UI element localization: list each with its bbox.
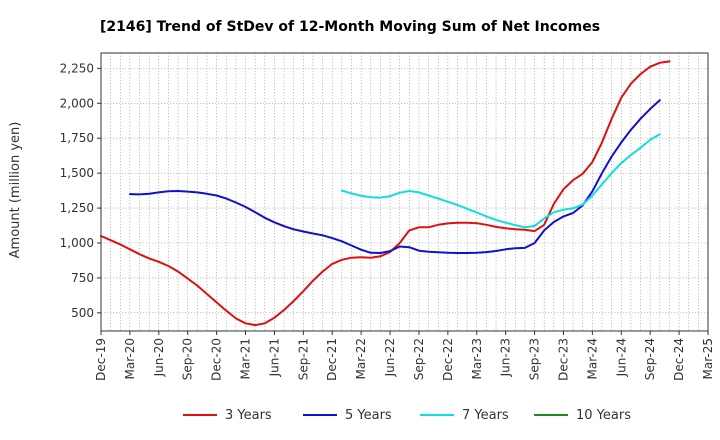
- x-tick-label: Mar-24: [585, 338, 599, 379]
- x-tick-label: Dec-19: [94, 338, 108, 381]
- series-line-3-years: [100, 60, 671, 327]
- legend: 3 Years 5 Years 7 Years 10 Years: [183, 408, 631, 423]
- series-lines: [100, 60, 671, 327]
- x-tick-label: Jun-21: [267, 338, 281, 377]
- y-tick-label: 2,250: [60, 61, 94, 75]
- x-tick-labels: Dec-19 Mar-20 Jun-20 Sep-20 Dec-20 Mar-21 Jun-…: [94, 331, 715, 381]
- chart-title: [2146] Trend of StDev of 12-Month Moving…: [100, 19, 600, 35]
- y-tick-label: 1,250: [60, 201, 94, 215]
- plot-border: [100, 52, 709, 332]
- x-tick-label: Jun-23: [499, 338, 513, 377]
- x-tick-label: Sep-21: [296, 338, 310, 380]
- x-tick-label: Sep-22: [412, 338, 426, 380]
- y-axis-title: Amount (million yen): [8, 122, 23, 259]
- x-tick-label: Mar-25: [701, 338, 715, 379]
- x-tick-label: Jun-24: [614, 338, 628, 377]
- x-tick-label: Mar-20: [123, 338, 137, 379]
- y-tick-labels: 500 750 1,000 1,250 1,500 1,750 2,000 2,250: [60, 61, 101, 320]
- series-line-7-years: [340, 133, 661, 229]
- x-tick-label: Jun-20: [152, 338, 166, 377]
- x-tick-label: Mar-21: [239, 338, 253, 379]
- legend-label-3-years: 3 Years: [225, 408, 272, 423]
- x-tick-label: Dec-21: [325, 338, 339, 381]
- series-line-5-years: [128, 99, 661, 254]
- x-tick-label: Dec-20: [210, 338, 224, 381]
- legend-label-5-years: 5 Years: [345, 408, 392, 423]
- x-tick-label: Sep-20: [181, 338, 195, 380]
- y-tick-label: 1,000: [60, 236, 94, 250]
- grid: [100, 53, 709, 331]
- x-tick-label: Dec-22: [441, 338, 455, 381]
- x-tick-label: Sep-24: [643, 338, 657, 380]
- y-tick-label: 1,750: [60, 131, 94, 145]
- x-tick-label: Dec-24: [672, 338, 686, 381]
- legend-label-7-years: 7 Years: [462, 408, 509, 423]
- x-tick-label: Mar-23: [470, 338, 484, 379]
- legend-label-10-years: 10 Years: [576, 408, 631, 423]
- y-tick-label: 750: [71, 271, 94, 285]
- y-tick-label: 1,500: [60, 166, 94, 180]
- y-tick-label: 2,000: [60, 96, 94, 110]
- x-tick-label: Dec-23: [556, 338, 570, 381]
- x-tick-label: Mar-22: [354, 338, 368, 379]
- x-tick-label: Jun-22: [383, 338, 397, 377]
- x-tick-label: Sep-23: [528, 338, 542, 380]
- y-tick-label: 500: [71, 306, 94, 320]
